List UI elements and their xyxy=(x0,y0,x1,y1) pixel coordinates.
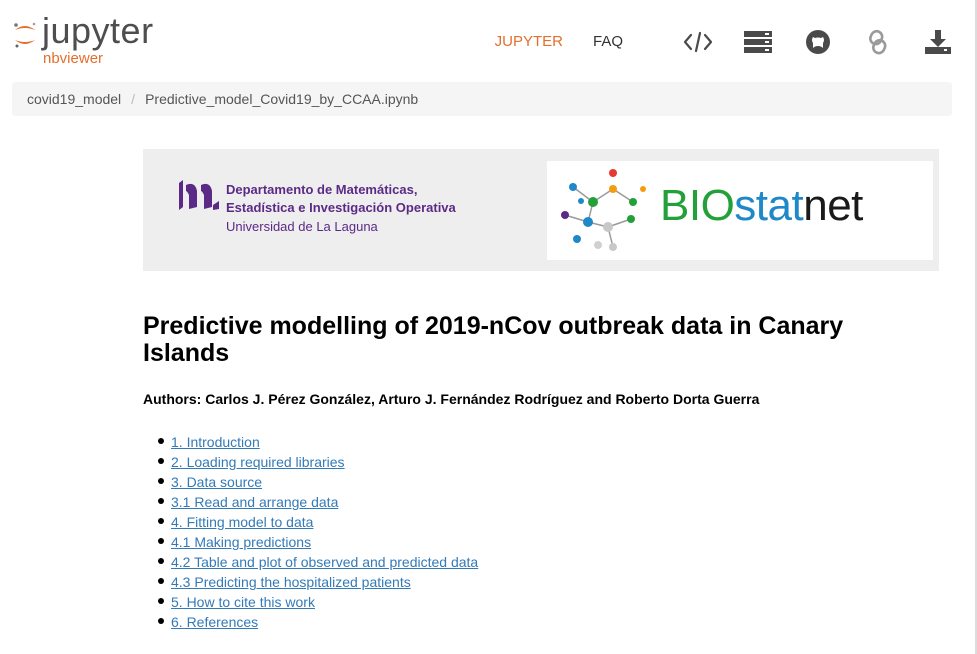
link-icon[interactable] xyxy=(863,27,893,57)
biostatnet-bio-text: BIO xyxy=(660,181,735,230)
breadcrumb: covid19_model / Predictive_model_Covid19… xyxy=(12,82,952,116)
toc-link-loading-libraries[interactable]: 2. Loading required libraries xyxy=(171,454,345,470)
download-icon[interactable] xyxy=(923,27,953,57)
nav-jupyter-link[interactable]: JUPYTER xyxy=(494,33,563,50)
logo-subtitle: nbviewer xyxy=(43,50,104,67)
breadcrumb-notebook-link[interactable]: Predictive_model_Covid19_by_CCAA.ipynb xyxy=(145,91,419,107)
ull-logo-icon xyxy=(179,180,219,210)
toc-link-hospitalized[interactable]: 4.3 Predicting the hospitalized patients xyxy=(171,574,411,590)
toc-item: 6. References xyxy=(156,612,478,632)
toc-item: 4.3 Predicting the hospitalized patients xyxy=(156,572,478,592)
toc-item: 4.2 Table and plot of observed and predi… xyxy=(156,552,478,572)
toc-link-fitting-model[interactable]: 4. Fitting model to data xyxy=(171,514,314,530)
github-icon[interactable] xyxy=(803,27,833,57)
notebook-title: Predictive modelling of 2019-nCov outbre… xyxy=(143,312,844,367)
toc-item: 3.1 Read and arrange data xyxy=(156,492,478,512)
notebook-banner: Departamento de Matemáticas, Estadística… xyxy=(143,149,939,271)
jupyter-orbit-icon xyxy=(14,22,36,48)
toc-item: 4.1 Making predictions xyxy=(156,532,478,552)
jupyter-logo[interactable]: jupyter nbviewer xyxy=(12,10,182,70)
breadcrumb-folder-link[interactable]: covid19_model xyxy=(27,91,122,107)
toc-link-making-predictions[interactable]: 4.1 Making predictions xyxy=(171,534,312,550)
toc-item: 4. Fitting model to data xyxy=(156,512,478,532)
top-nav: JUPYTER FAQ xyxy=(495,22,953,62)
server-icon[interactable] xyxy=(743,27,773,57)
toc-link-data-source[interactable]: 3. Data source xyxy=(171,474,263,490)
toc-link-table-plot[interactable]: 4.2 Table and plot of observed and predi… xyxy=(171,554,479,570)
toc-link-introduction[interactable]: 1. Introduction xyxy=(171,434,260,450)
breadcrumb-separator: / xyxy=(131,91,136,107)
nav-faq-link[interactable]: FAQ xyxy=(592,33,623,50)
toc-item: 3. Data source xyxy=(156,472,478,492)
ull-department-line1: Departamento de Matemáticas, xyxy=(226,182,418,197)
biostatnet-network-icon xyxy=(561,169,646,251)
toc-item: 2. Loading required libraries xyxy=(156,452,478,472)
toc-link-how-to-cite[interactable]: 5. How to cite this work xyxy=(171,594,315,610)
table-of-contents: 1. Introduction 2. Loading required libr… xyxy=(156,432,478,632)
biostatnet-stat-text: stat xyxy=(734,181,804,230)
toc-link-read-arrange-data[interactable]: 3.1 Read and arrange data xyxy=(171,494,339,510)
biostatnet-net-text: net xyxy=(803,181,863,230)
ull-university-line: Universidad de La Laguna xyxy=(226,219,378,234)
code-icon[interactable] xyxy=(683,27,713,57)
scrollbar[interactable] xyxy=(975,0,977,654)
biostatnet-logo: BIOstatnet xyxy=(547,161,933,260)
biostatnet-wordmark: BIOstatnet xyxy=(660,181,863,231)
notebook-authors: Authors: Carlos J. Pérez González, Artur… xyxy=(143,391,760,407)
toc-item: 1. Introduction xyxy=(156,432,478,452)
toc-item: 5. How to cite this work xyxy=(156,592,478,612)
ull-department-line2: Estadística e Investigación Operativa xyxy=(226,200,456,215)
toc-link-references[interactable]: 6. References xyxy=(171,614,259,630)
logo-wordmark: jupyter xyxy=(42,10,154,51)
